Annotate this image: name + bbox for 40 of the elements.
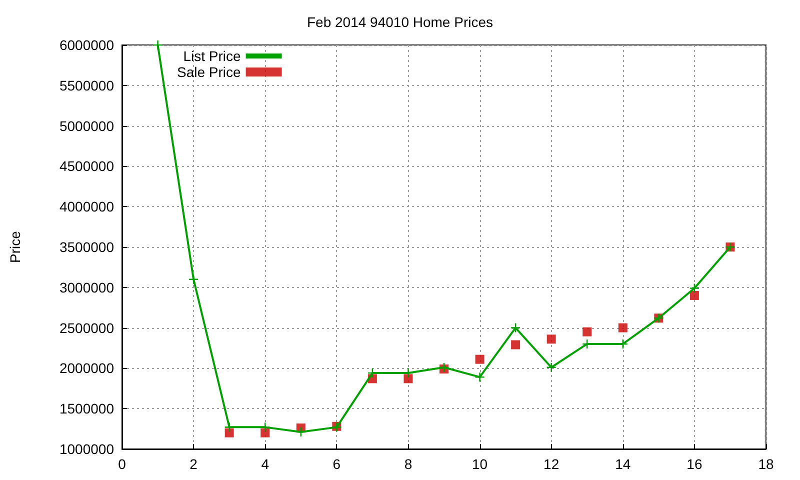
chart-title: Feb 2014 94010 Home Prices (307, 14, 493, 30)
point (404, 374, 413, 384)
y-tick-label: 3500000 (59, 239, 114, 255)
point (260, 428, 270, 438)
x-tick-label: 6 (332, 456, 341, 472)
x-tick-label: 12 (544, 456, 560, 472)
point (511, 340, 520, 350)
x-tick-label: 16 (686, 456, 702, 472)
legend-label: Sale Price (176, 64, 242, 80)
x-tick-label: 10 (472, 456, 488, 472)
y-tick-label: 2000000 (59, 360, 114, 376)
y-tick-label: 1500000 (59, 400, 114, 417)
y-tick-label: 6000000 (59, 37, 114, 53)
y-axis-title: Price (7, 230, 23, 263)
point (546, 362, 556, 372)
x-tick-label: 0 (118, 456, 126, 472)
point (153, 40, 162, 50)
y-tick-label: 5000000 (59, 118, 114, 134)
point (475, 354, 484, 364)
y-tick-label: 4000000 (59, 198, 114, 215)
y-tick-label: 2500000 (59, 320, 114, 336)
legend-label: List Price (183, 48, 242, 64)
point (690, 290, 699, 300)
point (546, 334, 556, 344)
x-tick-label: 8 (404, 456, 412, 472)
x-tick-label: 18 (758, 456, 774, 472)
y-tick-label: 3000000 (59, 279, 114, 296)
y-tick-label: 4500000 (59, 158, 114, 174)
x-tick-label: 2 (190, 456, 198, 472)
point (511, 323, 520, 332)
point (690, 284, 699, 293)
point (475, 372, 484, 382)
point (189, 274, 198, 284)
point (582, 327, 592, 336)
point (224, 428, 234, 438)
point (618, 323, 628, 332)
x-tick-label: 4 (261, 456, 270, 472)
y-tick-label: 1000000 (59, 441, 114, 457)
y-tick-label: 5500000 (59, 77, 114, 94)
x-tick-label: 14 (615, 456, 631, 472)
